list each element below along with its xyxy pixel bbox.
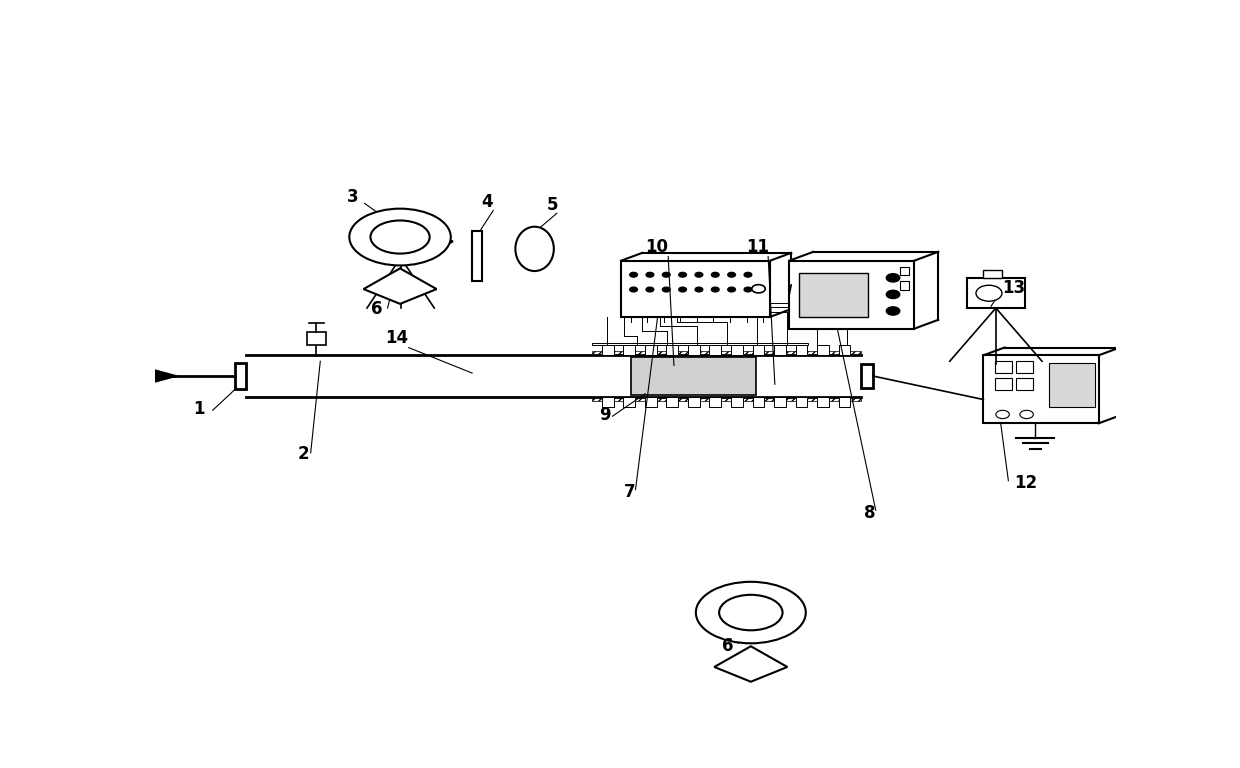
Text: 11: 11 — [746, 238, 769, 256]
Text: 3: 3 — [347, 187, 358, 206]
Circle shape — [377, 233, 407, 250]
Bar — [753, 345, 764, 356]
Circle shape — [662, 287, 670, 292]
Bar — [817, 397, 830, 407]
Bar — [371, 225, 430, 258]
Text: 6: 6 — [722, 637, 734, 655]
Bar — [624, 345, 635, 356]
Circle shape — [887, 290, 900, 299]
Circle shape — [976, 285, 1002, 301]
Ellipse shape — [516, 227, 554, 271]
Circle shape — [1019, 410, 1033, 419]
Bar — [593, 351, 862, 356]
Circle shape — [728, 287, 735, 292]
Bar — [967, 279, 1024, 308]
Bar — [593, 343, 808, 345]
Text: 14: 14 — [386, 329, 409, 347]
Circle shape — [712, 287, 719, 292]
Polygon shape — [129, 363, 177, 389]
Ellipse shape — [719, 594, 782, 631]
Circle shape — [630, 287, 637, 292]
Bar — [621, 260, 770, 317]
Bar — [666, 345, 678, 356]
Bar — [862, 364, 873, 388]
Bar — [472, 231, 481, 281]
Text: 8: 8 — [864, 504, 875, 522]
Bar — [994, 378, 1012, 389]
Bar — [789, 260, 914, 329]
Circle shape — [712, 273, 719, 277]
Bar — [994, 361, 1012, 373]
Bar — [666, 397, 678, 407]
Circle shape — [696, 273, 703, 277]
Bar — [234, 362, 247, 389]
Bar — [688, 345, 699, 356]
Ellipse shape — [350, 209, 451, 266]
Bar — [900, 266, 909, 276]
Bar — [645, 397, 657, 407]
Text: 13: 13 — [1003, 280, 1025, 297]
Ellipse shape — [696, 582, 806, 644]
Bar — [838, 397, 851, 407]
Text: 5: 5 — [547, 197, 558, 214]
Bar — [732, 397, 743, 407]
Polygon shape — [430, 231, 453, 252]
Bar — [601, 397, 614, 407]
Bar — [753, 397, 764, 407]
Circle shape — [887, 307, 900, 315]
Bar — [645, 345, 657, 356]
Bar — [631, 357, 755, 395]
Bar — [1049, 362, 1095, 407]
Bar — [1016, 378, 1033, 389]
Bar — [593, 397, 862, 401]
Bar — [709, 397, 722, 407]
Polygon shape — [363, 268, 436, 304]
Circle shape — [696, 287, 703, 292]
Bar — [900, 281, 909, 290]
Circle shape — [744, 273, 751, 277]
Bar — [306, 332, 326, 345]
Text: 12: 12 — [1014, 475, 1037, 492]
Text: 2: 2 — [298, 445, 309, 463]
Text: 7: 7 — [624, 483, 636, 502]
Bar — [817, 345, 830, 356]
Bar — [376, 217, 396, 225]
Bar — [838, 345, 851, 356]
Circle shape — [630, 273, 637, 277]
Polygon shape — [714, 646, 787, 682]
Bar — [732, 345, 743, 356]
Ellipse shape — [371, 220, 429, 253]
Circle shape — [887, 273, 900, 282]
Circle shape — [728, 273, 735, 277]
Text: 6: 6 — [371, 300, 383, 318]
Text: 9: 9 — [599, 406, 610, 425]
Bar — [1016, 361, 1033, 373]
Bar — [624, 397, 635, 407]
Circle shape — [678, 273, 687, 277]
Circle shape — [646, 273, 653, 277]
Circle shape — [678, 287, 687, 292]
Circle shape — [662, 273, 670, 277]
Bar — [983, 356, 1099, 423]
Bar — [774, 397, 786, 407]
Circle shape — [751, 285, 765, 293]
Bar — [774, 345, 786, 356]
Text: 1: 1 — [193, 400, 205, 419]
Bar — [709, 345, 722, 356]
Bar — [983, 270, 1002, 279]
Text: 10: 10 — [645, 238, 668, 256]
Bar — [799, 273, 868, 317]
Circle shape — [744, 287, 751, 292]
Bar — [688, 397, 699, 407]
Bar — [796, 397, 807, 407]
Circle shape — [996, 410, 1009, 419]
Bar — [601, 345, 614, 356]
Circle shape — [646, 287, 653, 292]
Bar — [796, 345, 807, 356]
Text: 4: 4 — [481, 194, 494, 211]
